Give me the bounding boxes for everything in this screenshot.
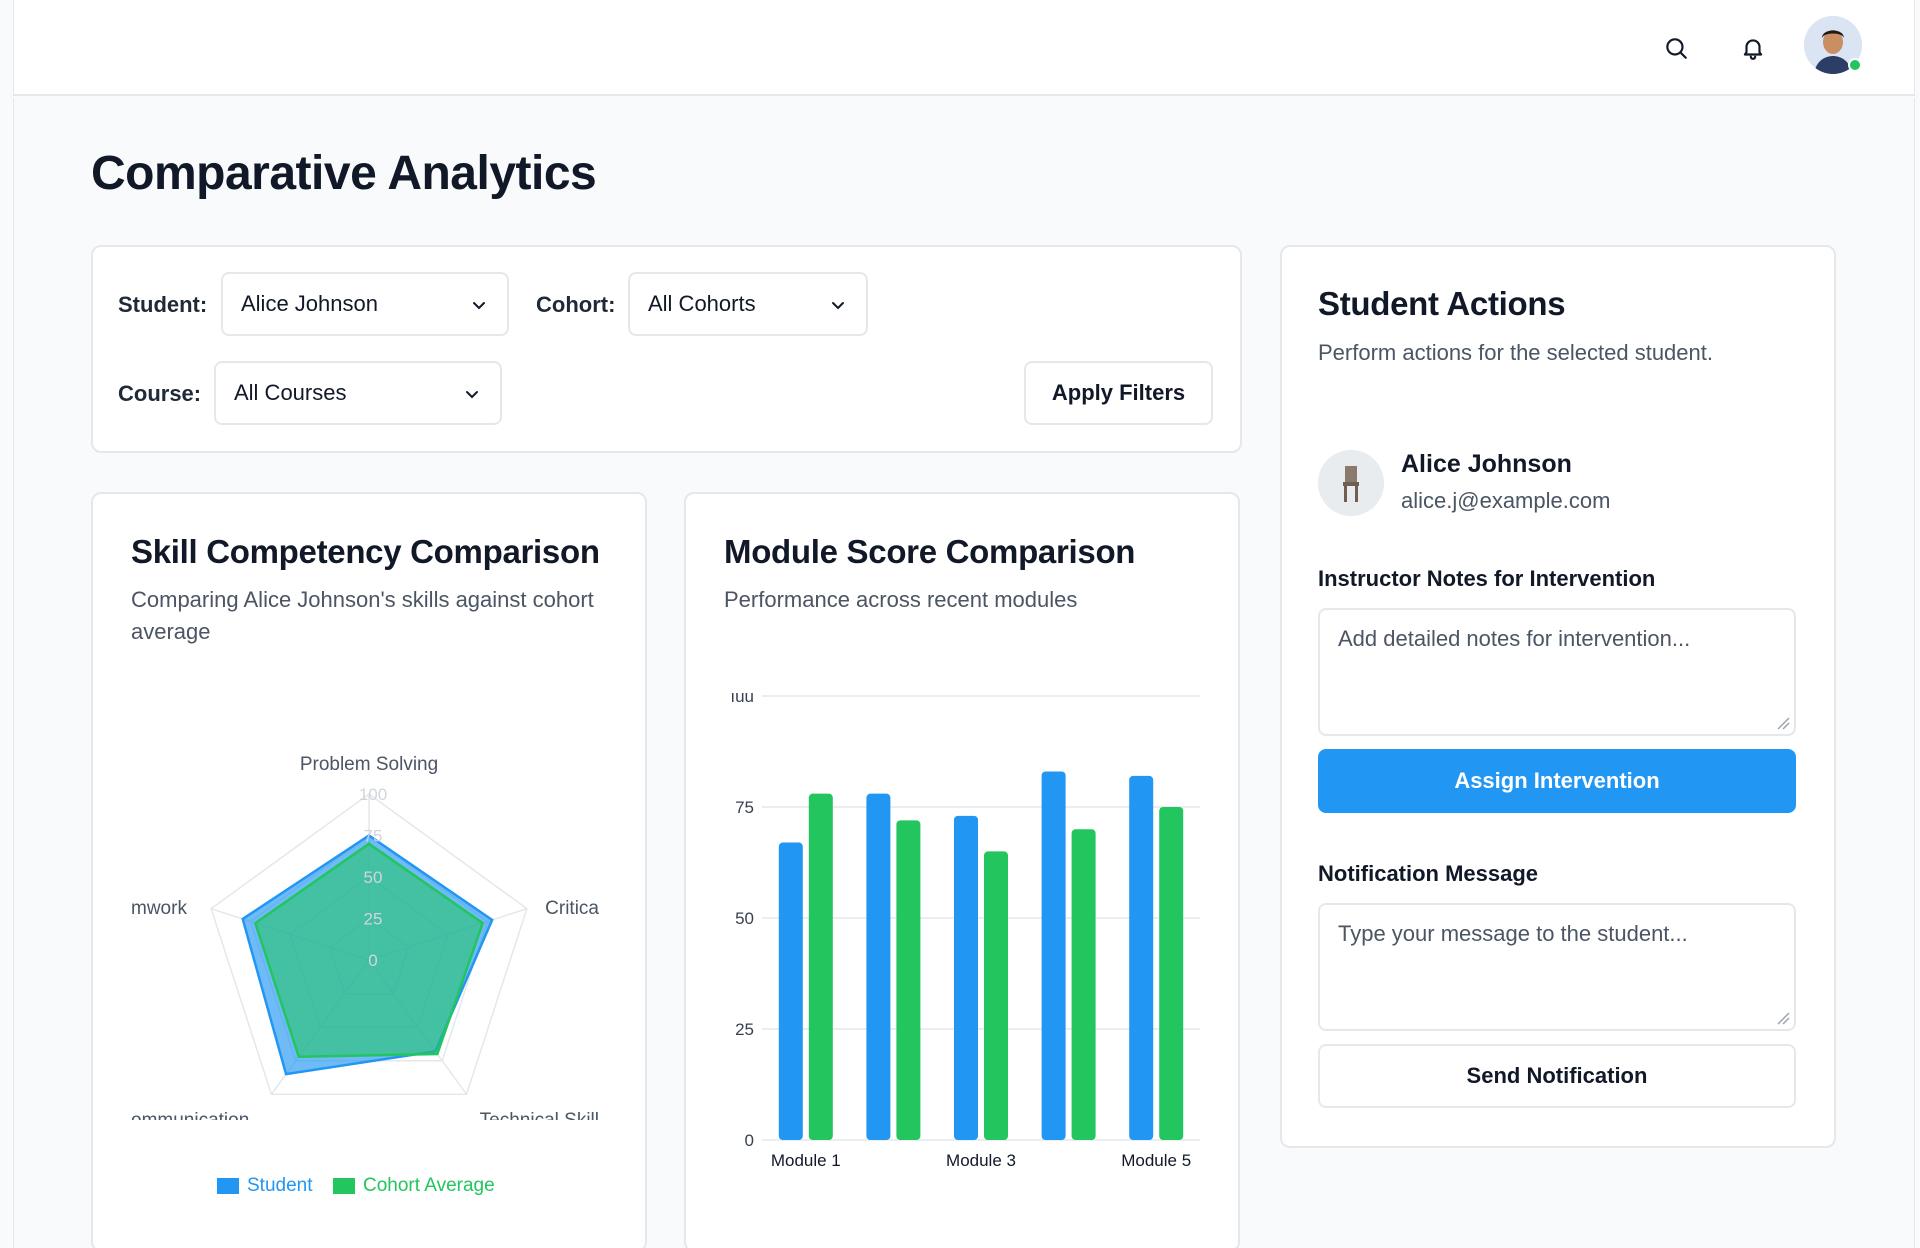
radar-series-cohort-average bbox=[253, 842, 485, 1058]
cohort-select-value: All Cohorts bbox=[648, 291, 756, 316]
bar-module-1-series-1 bbox=[778, 842, 803, 1140]
notes-label: Instructor Notes for Intervention bbox=[1318, 566, 1656, 591]
y-tick-label: 50 bbox=[735, 909, 754, 928]
radar-axis-label: mwork bbox=[131, 898, 187, 919]
notification-message-textarea[interactable]: Type your message to the student... bbox=[1318, 903, 1796, 1031]
actions-card-title: Student Actions bbox=[1318, 285, 1566, 322]
actions-card-subtitle: Perform actions for the selected student… bbox=[1318, 340, 1713, 365]
y-tick-label: 75 bbox=[735, 798, 754, 817]
cohort-select[interactable]: All Cohorts bbox=[628, 272, 868, 336]
x-tick-label: Module 5 bbox=[1121, 1151, 1191, 1170]
module-card-title: Module Score Comparison bbox=[724, 533, 1136, 570]
legend-label-cohort: Cohort Average bbox=[363, 1175, 495, 1196]
online-status-indicator bbox=[1848, 58, 1862, 72]
module-bar-chart: 0 25 50 75 ıuu Module 1 Module 3 Module 5 bbox=[730, 687, 1200, 1170]
search-button[interactable] bbox=[1652, 24, 1700, 72]
send-notification-button[interactable]: Send Notification bbox=[1318, 1044, 1796, 1108]
radar-axis-label: Critica bbox=[545, 898, 599, 919]
module-card-subtitle: Performance across recent modules bbox=[724, 587, 1078, 612]
notes-placeholder: Add detailed notes for intervention... bbox=[1338, 626, 1691, 651]
bar-module-5-series-1 bbox=[1129, 775, 1154, 1140]
radar-tick-label: 75 bbox=[364, 827, 383, 846]
bar-module-3-series-1 bbox=[954, 815, 978, 1140]
bell-icon bbox=[1743, 39, 1763, 60]
skill-card-title: Skill Competency Comparison bbox=[131, 533, 600, 570]
y-tick-label: 0 bbox=[745, 1131, 754, 1150]
y-tick-label: 25 bbox=[735, 1020, 754, 1039]
assign-intervention-button[interactable]: Assign Intervention bbox=[1318, 749, 1796, 813]
x-tick-label: Module 3 bbox=[946, 1151, 1016, 1170]
radar-grid-ring bbox=[210, 793, 528, 1096]
bar-module-1-series-2 bbox=[808, 793, 833, 1140]
page-title: Comparative Analytics bbox=[91, 147, 597, 200]
radar-tick-label: 50 bbox=[364, 868, 383, 887]
course-select[interactable]: All Courses bbox=[214, 361, 502, 425]
radar-tick-label: 25 bbox=[364, 910, 383, 929]
legend-cohort-average: Cohort Average bbox=[333, 1175, 495, 1197]
student-avatar bbox=[1318, 450, 1384, 516]
student-filter-label: Student: bbox=[118, 292, 208, 317]
bar-module-5-series-2 bbox=[1159, 807, 1184, 1140]
x-tick-label: Module 1 bbox=[771, 1151, 841, 1170]
student-select[interactable]: Alice Johnson bbox=[221, 272, 509, 336]
bar-module-4-series-2 bbox=[1071, 829, 1096, 1140]
skill-card-subtitle: Comparing Alice Johnson's skills against… bbox=[131, 587, 594, 644]
intervention-notes-textarea[interactable]: Add detailed notes for intervention... bbox=[1318, 608, 1796, 736]
chevron-down-icon bbox=[832, 302, 844, 310]
resize-handle-icon[interactable] bbox=[1776, 1011, 1790, 1025]
bar-module-2-series-2 bbox=[896, 820, 921, 1140]
cohort-filter-label: Cohort: bbox=[536, 292, 616, 317]
radar-axis-label: Technical Skill bbox=[480, 1110, 599, 1120]
radar-axis-label: Problem Solving bbox=[300, 754, 438, 775]
bar-module-4-series-1 bbox=[1041, 771, 1066, 1140]
chevron-down-icon bbox=[473, 302, 485, 310]
bar-module-2-series-1 bbox=[866, 793, 891, 1140]
course-filter-label: Course: bbox=[118, 381, 202, 406]
y-tick-label: ıuu bbox=[730, 687, 754, 706]
course-select-value: All Courses bbox=[234, 380, 347, 405]
apply-filters-button[interactable]: Apply Filters bbox=[1024, 361, 1213, 425]
chevron-down-icon bbox=[466, 391, 478, 399]
legend-swatch-student bbox=[217, 1178, 239, 1194]
legend-label-student: Student bbox=[247, 1175, 313, 1196]
radar-tick-label: 0 bbox=[368, 951, 377, 970]
bar-module-3-series-2 bbox=[984, 851, 1008, 1140]
student-name: Alice Johnson bbox=[1401, 450, 1572, 478]
skill-radar-chart: 0 25 50 75 100 Problem Solving Critica Technica… bbox=[131, 754, 599, 1120]
top-bar bbox=[13, 0, 1915, 96]
radar-axis-label: ommunication bbox=[131, 1110, 249, 1120]
message-label: Notification Message bbox=[1318, 861, 1539, 886]
message-placeholder: Type your message to the student... bbox=[1338, 921, 1688, 946]
radar-tick-label: 100 bbox=[359, 785, 387, 804]
search-icon bbox=[1666, 38, 1687, 59]
student-email: alice.j@example.com bbox=[1401, 488, 1611, 513]
legend-student: Student bbox=[217, 1175, 313, 1197]
legend-swatch-cohort bbox=[333, 1178, 355, 1194]
resize-handle-icon[interactable] bbox=[1776, 716, 1790, 730]
notifications-button[interactable] bbox=[1729, 24, 1777, 72]
student-select-value: Alice Johnson bbox=[241, 291, 378, 316]
